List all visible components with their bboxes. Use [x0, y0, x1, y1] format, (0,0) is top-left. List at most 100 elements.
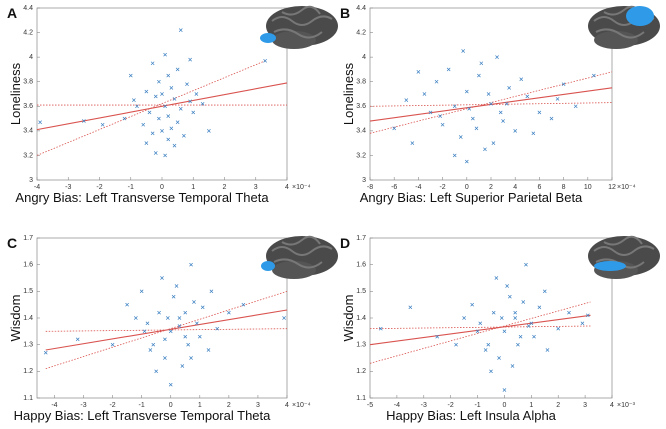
x-axis-label: Happy Bias: Left Transverse Temporal The…: [14, 408, 272, 423]
x-tick-label: 1: [191, 184, 195, 191]
data-point: [200, 101, 205, 106]
data-point: [470, 302, 475, 307]
data-point: [435, 334, 440, 339]
y-tick-label: 3.8: [356, 79, 366, 86]
x-tick-label: -4: [51, 402, 57, 409]
data-point: [38, 120, 42, 125]
data-point: [483, 348, 488, 352]
y-tick-label: 3: [29, 177, 33, 184]
data-point: [150, 61, 155, 66]
data-point: [474, 126, 479, 131]
data-point: [160, 92, 164, 96]
x-tick-label: 0: [465, 184, 469, 191]
data-point: [537, 305, 542, 310]
data-point: [495, 55, 499, 59]
brain-region: [626, 6, 654, 26]
data-point: [160, 276, 164, 280]
data-point: [478, 321, 483, 326]
data-point: [157, 79, 161, 84]
x-tick-label: -3: [80, 402, 86, 409]
data-point: [516, 342, 520, 347]
x-tick-label: -2: [109, 402, 115, 409]
y-tick-label: 3.2: [356, 152, 366, 159]
data-point: [157, 310, 161, 315]
data-point: [163, 356, 167, 360]
data-point: [585, 313, 590, 318]
data-point: [526, 324, 531, 328]
data-point: [175, 120, 180, 125]
plot-frame: [36, 237, 288, 399]
data-point: [178, 106, 183, 111]
data-point: [189, 356, 193, 360]
x-tick-label: -6: [391, 184, 397, 191]
y-tick-label: 4.4: [23, 5, 33, 12]
data-point: [227, 310, 231, 315]
data-point: [189, 262, 193, 267]
data-point: [139, 289, 144, 294]
data-point: [263, 58, 267, 63]
data-point: [416, 70, 421, 74]
data-point: [128, 73, 133, 78]
data-point: [163, 337, 167, 342]
data-point: [513, 316, 518, 320]
x-tick-label: 1: [198, 402, 202, 409]
data-point: [163, 153, 167, 158]
x-tick-label: 2: [489, 184, 493, 191]
data-point: [163, 104, 167, 109]
x-tick-label: -8: [367, 184, 373, 191]
panel-label: A: [7, 5, 17, 21]
data-point: [458, 135, 463, 139]
y-axis-label: Wisdom: [341, 295, 356, 342]
data-point: [166, 114, 171, 118]
y-tick-label: 4: [362, 54, 366, 61]
data-point: [462, 316, 466, 320]
data-point: [166, 73, 171, 78]
data-point: [491, 141, 496, 145]
data-point: [172, 97, 177, 101]
data-point: [392, 126, 397, 131]
data-point: [434, 79, 439, 84]
brain-image: [587, 235, 661, 280]
data-point: [132, 98, 136, 102]
data-point: [185, 82, 189, 87]
data-point: [452, 153, 457, 158]
data-point: [464, 89, 469, 94]
x-tick-label: 4: [285, 184, 289, 191]
data-point: [188, 57, 192, 62]
fit-line: [36, 82, 288, 131]
data-point: [507, 294, 512, 299]
data-point: [408, 305, 413, 310]
y-tick-label: 1.2: [23, 368, 33, 375]
data-point: [545, 348, 550, 352]
x-tick-label: -1: [474, 402, 480, 409]
data-point: [471, 116, 475, 121]
x-tick-label: 2: [556, 402, 560, 409]
x-tick-label: 12: [608, 184, 616, 191]
y-tick-label: 3.4: [23, 128, 33, 135]
y-tick-label: 4.2: [356, 29, 366, 36]
data-point: [282, 316, 286, 320]
brain-image: [265, 5, 339, 50]
data-point: [172, 143, 177, 148]
x-axis-label: Happy Bias: Left Insula Alpha: [386, 408, 557, 423]
fit-line: [369, 87, 613, 122]
data-point: [477, 73, 481, 78]
data-point: [177, 316, 182, 320]
panel-label: C: [7, 235, 17, 251]
data-point: [561, 82, 566, 87]
data-point: [549, 116, 554, 121]
data-point: [209, 289, 214, 294]
x-tick-label: 2: [227, 402, 231, 409]
y-tick-label: 4.2: [23, 29, 33, 36]
y-tick-label: 1.5: [356, 288, 366, 295]
data-point: [529, 321, 534, 326]
data-point: [461, 49, 466, 53]
data-point: [525, 94, 530, 99]
data-point: [171, 294, 176, 299]
data-point: [507, 86, 511, 90]
data-point: [183, 310, 188, 315]
data-point: [142, 329, 147, 334]
fit-line: [369, 314, 591, 346]
y-axis-label: Loneliness: [8, 62, 23, 125]
ci-line: [369, 301, 591, 364]
